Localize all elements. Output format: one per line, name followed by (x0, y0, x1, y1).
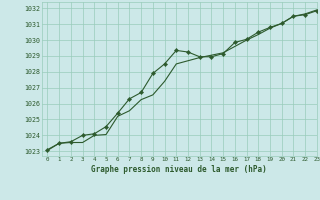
X-axis label: Graphe pression niveau de la mer (hPa): Graphe pression niveau de la mer (hPa) (91, 165, 267, 174)
